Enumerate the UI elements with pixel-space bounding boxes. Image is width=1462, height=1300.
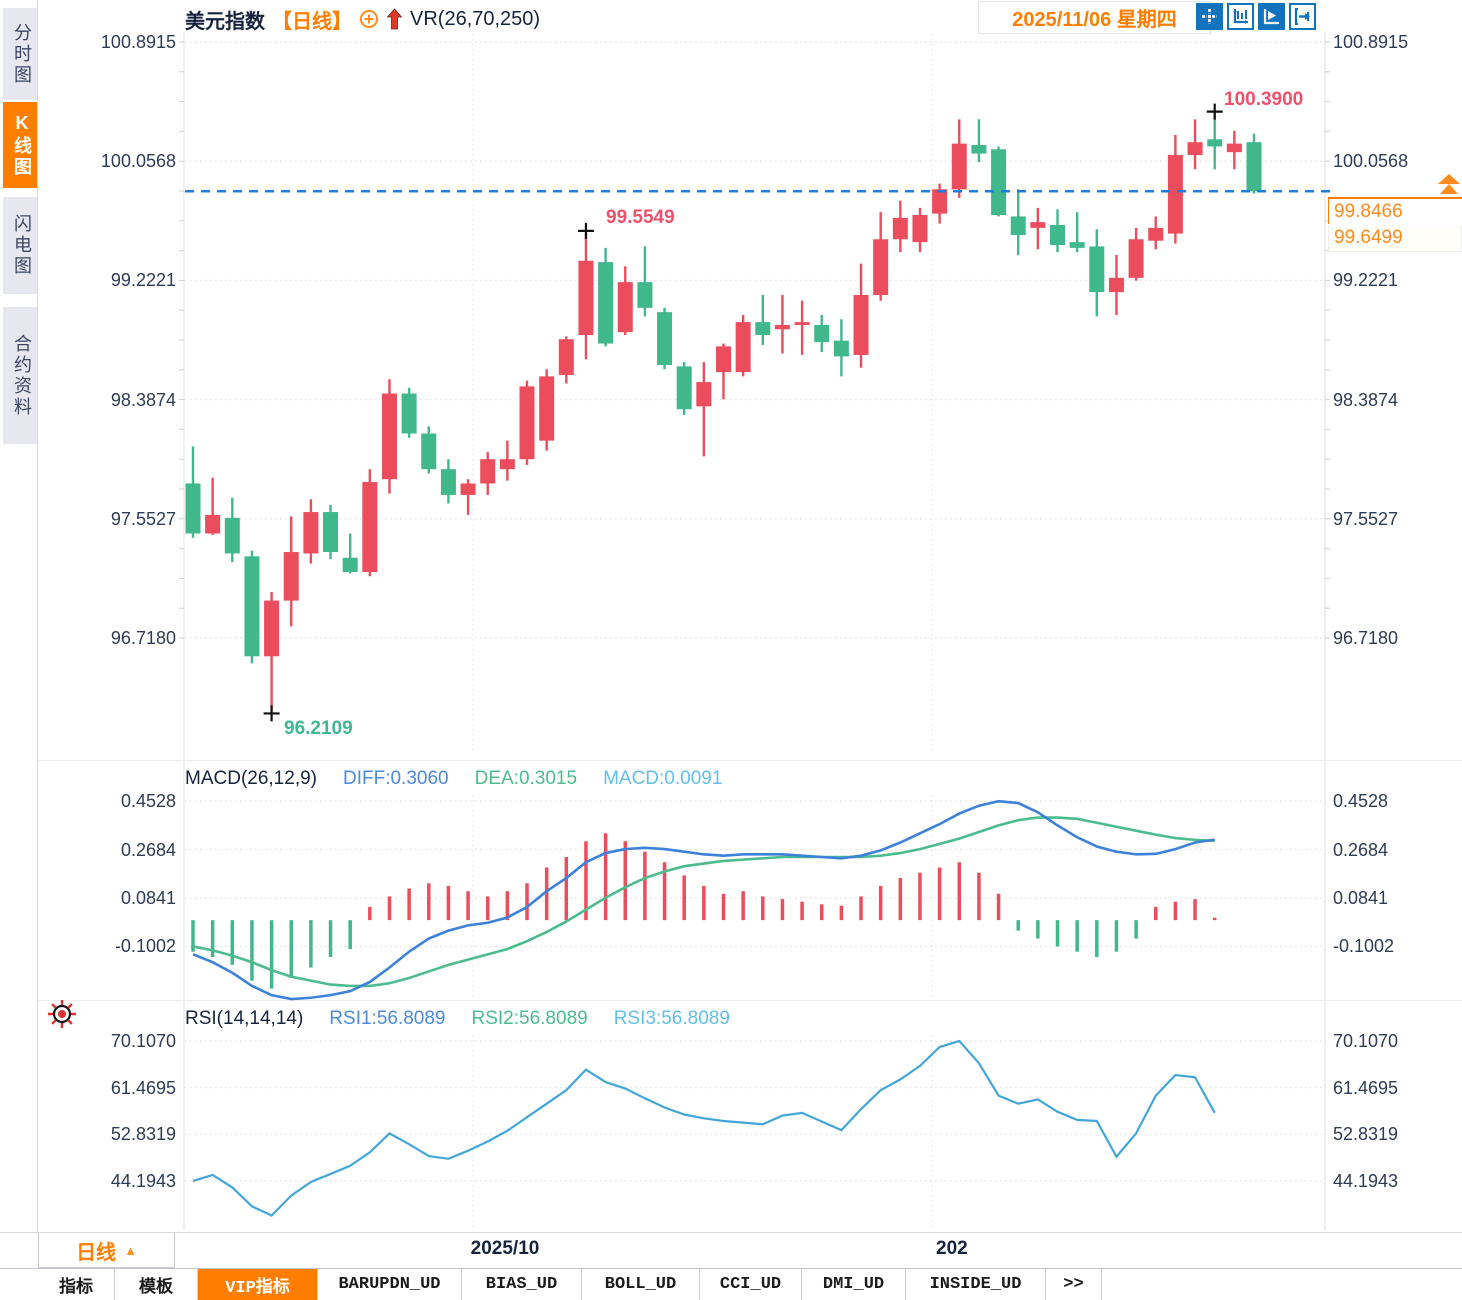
price-axis-label-left: 100.0568: [100, 151, 176, 172]
caret-up-icon: ▲: [124, 1242, 137, 1258]
sidebar-tab-1[interactable]: 分时图: [3, 8, 37, 100]
rsi2-value: RSI2:56.8089: [471, 1008, 588, 1029]
macd-header: MACD(26,12,9) DIFF:0.3060 DEA:0.3015 MAC…: [185, 768, 722, 790]
rsi-axis-label-left: 44.1943: [110, 1170, 176, 1191]
rsi3-value: RSI3:56.8089: [613, 1008, 730, 1029]
chart-toolbar: [1196, 3, 1316, 30]
macd-axis-label-left: 0.2684: [120, 839, 176, 860]
macd-title: MACD(26,12,9): [185, 768, 317, 789]
period-selector[interactable]: 日线 ▲: [38, 1233, 175, 1268]
jump-to-latest-icon[interactable]: [1289, 3, 1316, 30]
indicator-label: VR(26,70,250): [410, 7, 541, 30]
period-tag: 【日线】: [272, 10, 352, 33]
selected-date-value: 2025/11/06 星期四: [1012, 9, 1177, 31]
swing-high-annotation: 99.5549: [606, 207, 675, 228]
rsi-title: RSI(14,14,14): [185, 1008, 304, 1029]
price-axis-label-left: 100.8915: [100, 32, 176, 52]
macd-value: MACD:0.0091: [603, 768, 723, 789]
current-price-tag: 99.8466: [1328, 197, 1462, 224]
x-axis-date-label-partial: 202: [936, 1238, 968, 1259]
bottom-tab-barupdn_ud[interactable]: BARUPDN_UD: [318, 1269, 462, 1300]
rsi-axis-label-left: 61.4695: [110, 1077, 176, 1098]
symbol-title: 美元指数: [185, 10, 265, 33]
high-price-annotation: 100.3900: [1224, 89, 1304, 110]
red-up-arrow-icon: [386, 8, 403, 30]
rsi-axis-label-right: 61.4695: [1333, 1077, 1399, 1098]
bottom-tab-[interactable]: 指标: [38, 1269, 115, 1300]
sidebar-tab-4[interactable]: 合约资料: [3, 307, 37, 444]
secondary-price-tag: 99.6499: [1328, 226, 1462, 252]
bottom-tab-bias_ud[interactable]: BIAS_UD: [462, 1269, 582, 1300]
left-sidebar: 分时图 K线图闪电图合约资料: [0, 0, 38, 1232]
x-axis-date-label: 2025/10: [470, 1238, 540, 1259]
price-axis-label-right: 99.2221: [1333, 270, 1399, 291]
tab-bar-spacer: [0, 1269, 38, 1300]
indicator-tab-bar: 指标 模板 VIP指标 BARUPDN_UD BIAS_UD BOLL_UD CCI_UD D…: [0, 1268, 1462, 1300]
selected-date-tag: 2025/11/06 星期四: [978, 1, 1211, 34]
circle-plus-icon[interactable]: [359, 9, 379, 29]
price-axis-label-right: 96.7180: [1333, 628, 1399, 648]
rsi-axis-label-right: 52.8319: [1333, 1124, 1399, 1145]
macd-dea-value: DEA:0.3015: [474, 768, 578, 789]
auto-play-icon[interactable]: [1258, 3, 1285, 30]
bottom-tab-vip[interactable]: VIP指标: [198, 1269, 318, 1300]
macd-axis-label-left: -0.1002: [114, 936, 176, 957]
rsi1-value: RSI1:56.8089: [329, 1008, 446, 1029]
price-axis-label-right: 100.0568: [1333, 151, 1409, 172]
bottom-tab-[interactable]: 模板: [115, 1269, 198, 1300]
pan-crosshair-icon[interactable]: [1196, 3, 1223, 30]
price-arrow-marker: [1438, 174, 1460, 194]
sidebar-tab-2[interactable]: K线图: [3, 102, 37, 188]
bottom-tab-inside_ud[interactable]: INSIDE_UD: [906, 1269, 1046, 1300]
current-price-value: 99.8466: [1334, 201, 1403, 222]
live-indicator-sun-icon[interactable]: [46, 998, 78, 1030]
price-axis-label-left: 99.2221: [110, 270, 176, 291]
price-axis-label-left: 97.5527: [110, 508, 176, 529]
bottom-tab-dmi_ud[interactable]: DMI_UD: [802, 1269, 906, 1300]
price-axis-label-left: 96.7180: [110, 628, 176, 648]
rsi-axis-label-right: 44.1943: [1333, 1170, 1399, 1191]
rsi-header: RSI(14,14,14) RSI1:56.8089 RSI2:56.8089 …: [185, 1008, 730, 1030]
rsi-axis-label-right: 70.1070: [1333, 1031, 1399, 1051]
bottom-tab-cci_ud[interactable]: CCI_UD: [700, 1269, 802, 1300]
bottom-tab-[interactable]: >>: [1046, 1269, 1102, 1300]
rsi-axis-label-left: 52.8319: [110, 1124, 176, 1145]
axis-scale-icon[interactable]: [1227, 3, 1254, 30]
macd-axis-label-left: 0.4528: [120, 791, 176, 811]
macd-axis-label-right: 0.2684: [1333, 839, 1389, 860]
price-axis-label-left: 98.3874: [110, 389, 176, 410]
time-axis-bar: 日线 ▲ 2025/10 202: [0, 1232, 1462, 1268]
macd-axis-label-right: 0.0841: [1333, 888, 1389, 908]
sidebar-tab-3[interactable]: 闪电图: [3, 197, 37, 294]
macd-diff-value: DIFF:0.3060: [343, 768, 449, 789]
price-axis-label-right: 97.5527: [1333, 508, 1399, 529]
period-selector-label: 日线: [76, 1241, 117, 1264]
macd-axis-label-right: -0.1002: [1333, 936, 1395, 957]
price-axis-label-right: 100.8915: [1333, 32, 1409, 52]
bottom-tab-boll_ud[interactable]: BOLL_UD: [582, 1269, 700, 1300]
chart-title-bar: 美元指数 【日线】 VR(26,70,250): [185, 6, 541, 33]
rsi-axis-label-left: 70.1070: [110, 1031, 176, 1051]
low-price-annotation: 96.2109: [284, 718, 353, 739]
price-axis-label-right: 98.3874: [1333, 389, 1399, 410]
macd-axis-label-right: 0.4528: [1333, 791, 1389, 811]
macd-axis-label-left: 0.0841: [120, 888, 176, 908]
secondary-price-value: 99.6499: [1334, 227, 1403, 248]
